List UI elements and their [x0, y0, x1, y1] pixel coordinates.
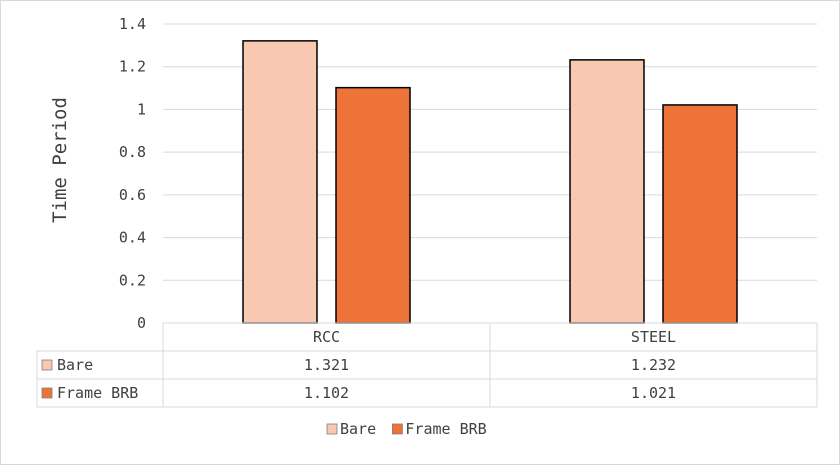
y-tick-label: 0.8: [119, 143, 146, 161]
bar-frame-brb-steel: [662, 104, 738, 324]
bar-frame-brb-rcc: [335, 86, 411, 324]
y-tick-label: 1: [137, 100, 146, 118]
data-label: 1.232: [631, 356, 676, 374]
y-tick-label: 0.4: [119, 229, 146, 247]
y-tick-label: 0.6: [119, 186, 146, 204]
table-series-name: Bare: [57, 356, 93, 374]
y-tick-label: 0.2: [119, 271, 146, 289]
y-axis-label: Time Period: [49, 97, 71, 223]
data-label: 1.102: [304, 384, 349, 402]
y-tick-label: 1.2: [119, 58, 146, 76]
data-label: 1.021: [631, 384, 676, 402]
x-tick-label: RCC: [313, 328, 340, 346]
x-tick-label: STEEL: [631, 328, 676, 346]
y-tick-label: 1.4: [119, 15, 146, 33]
legend-key: [326, 423, 338, 435]
table-legend-key: [41, 387, 53, 399]
table-legend-key: [41, 359, 53, 371]
y-tick-label: 0: [137, 314, 146, 332]
bar-bare-steel: [569, 59, 645, 324]
legend-label: Bare: [340, 420, 376, 438]
data-label: 1.321: [304, 356, 349, 374]
bar-bare-rcc: [242, 40, 318, 324]
legend-key: [391, 423, 403, 435]
legend-label: Frame BRB: [405, 420, 486, 438]
table-series-name: Frame BRB: [57, 384, 138, 402]
